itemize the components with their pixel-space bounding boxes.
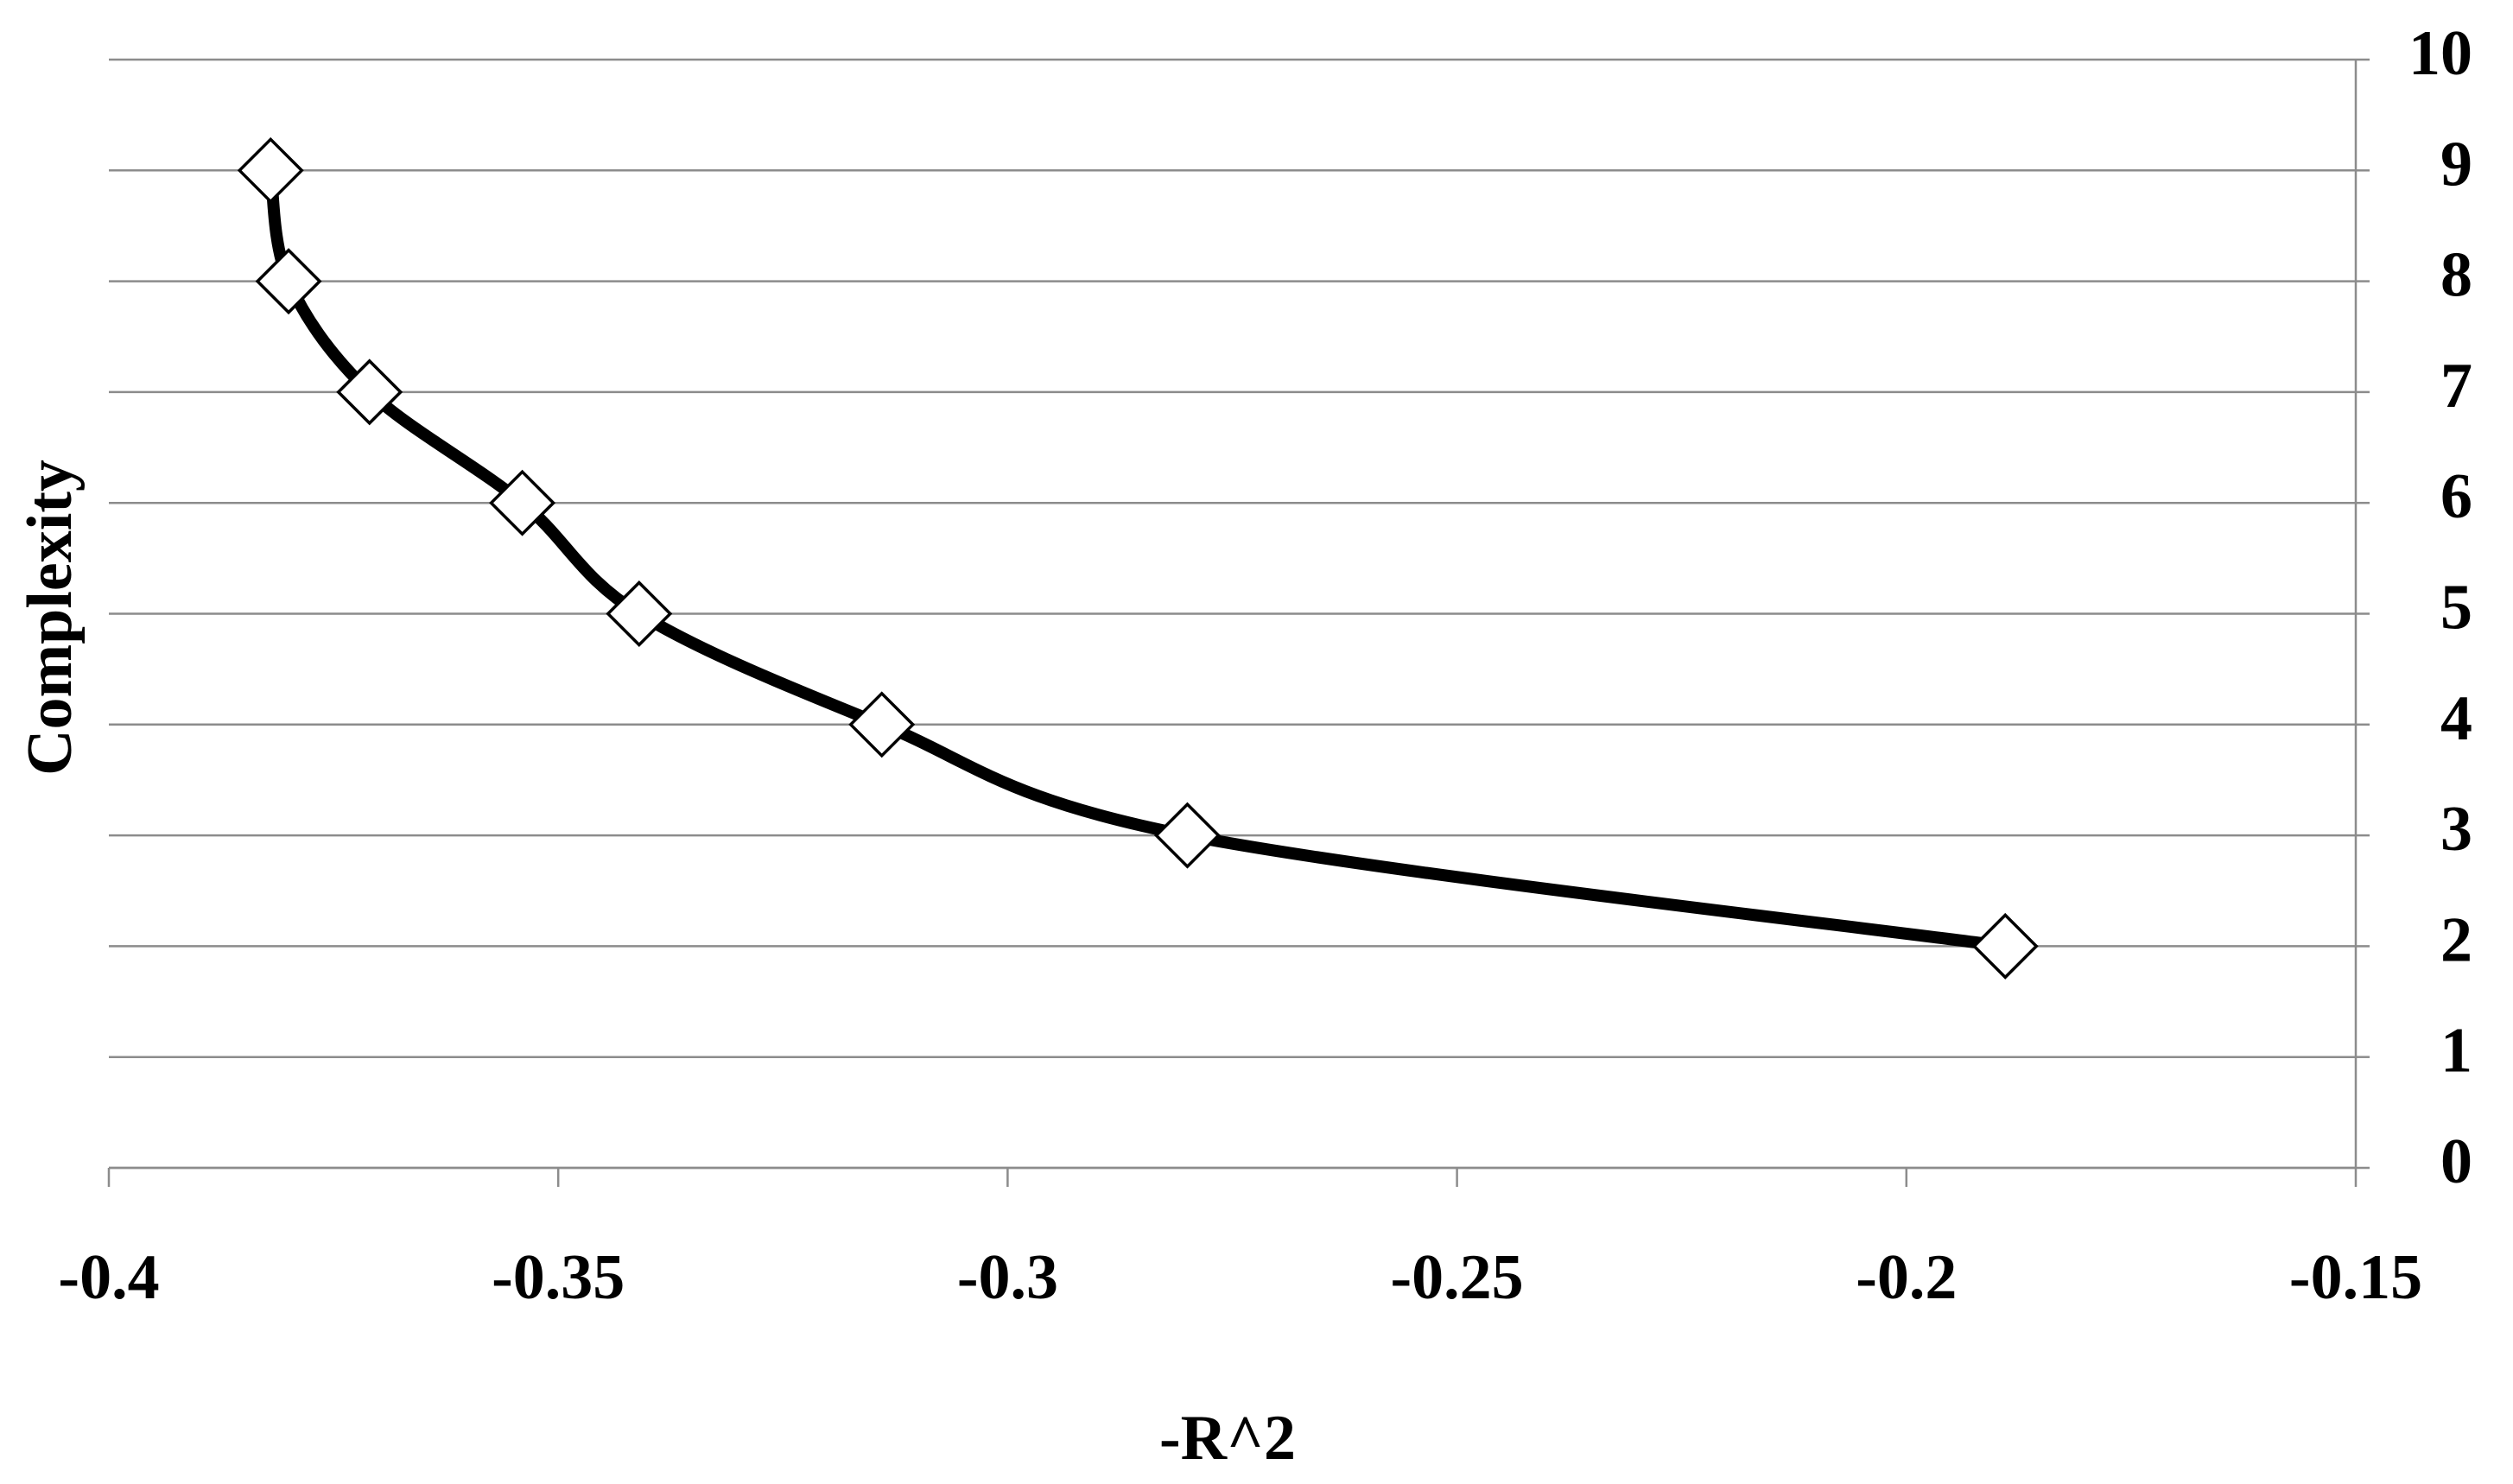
x-tick-label: -0.35 [492, 1242, 625, 1313]
x-axis-label: -R^2 [1159, 1403, 1296, 1474]
y-tick-label: 1 [2440, 1016, 2472, 1087]
marker [489, 469, 556, 536]
marker [237, 136, 304, 204]
line [264, 169, 2007, 953]
marker [255, 248, 322, 315]
x-tick-label: -0.25 [1391, 1242, 1524, 1313]
y-tick-label: 7 [2440, 351, 2472, 422]
y-axis-label: Complexity [15, 460, 86, 776]
x-tick-label: -0.2 [1856, 1242, 1957, 1313]
y-tick-label: 6 [2440, 461, 2472, 532]
marker [1971, 912, 2039, 980]
y-tick-label: 9 [2440, 129, 2472, 200]
marker [606, 580, 673, 647]
x-tick-label: -0.4 [58, 1242, 159, 1313]
y-tick-label: 10 [2408, 18, 2472, 89]
y-tick-label: 2 [2440, 904, 2472, 975]
y-tick-label: 4 [2440, 683, 2472, 754]
x-tick-label: -0.3 [957, 1242, 1058, 1313]
marker [848, 691, 916, 758]
x-tick-label: -0.15 [2289, 1242, 2422, 1313]
y-tick-label: 3 [2440, 794, 2472, 865]
y-tick-label: 0 [2440, 1126, 2472, 1197]
marker [1154, 802, 1221, 869]
marker [336, 358, 403, 426]
y-tick-label: 8 [2440, 240, 2472, 311]
y-tick-label: 5 [2440, 572, 2472, 643]
